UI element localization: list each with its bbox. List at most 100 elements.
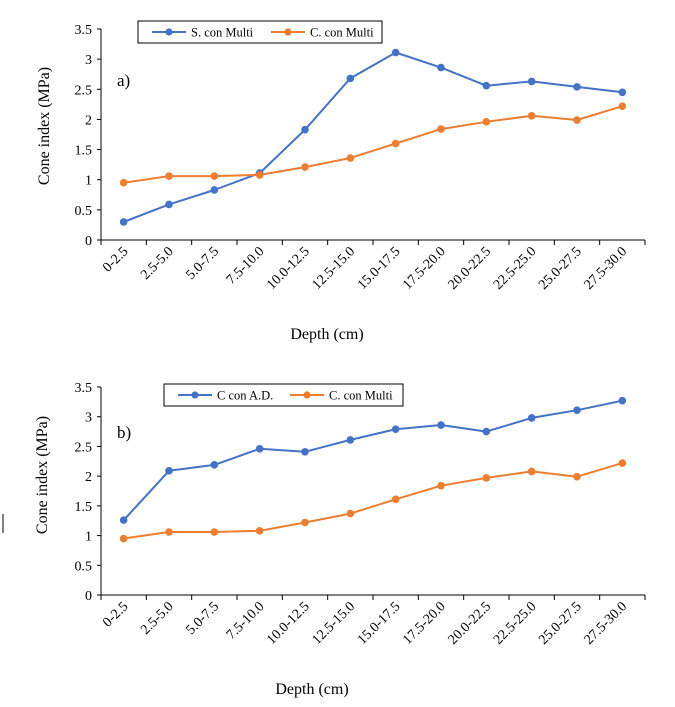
y-tick-label: 0	[85, 589, 92, 604]
x-tick-label: 15.0-17.5	[355, 244, 404, 293]
series-line-2	[123, 105, 623, 184]
y-tick-label: 3.5	[75, 381, 93, 396]
chart-panel-b: Cone index (MPa) Depth (cm) b) C con A.D…	[34, 381, 646, 698]
y-tick-label: 3.5	[75, 23, 93, 38]
data-point	[301, 163, 309, 171]
data-point	[165, 200, 173, 209]
legend-entry-2: C. con Multi	[310, 26, 374, 40]
data-point	[618, 459, 627, 467]
legend-box	[163, 383, 404, 407]
data-point	[391, 425, 400, 433]
x-tick-label: 10.0-12.5	[264, 599, 313, 648]
data-point	[437, 63, 445, 72]
y-tick-label: 3	[85, 53, 92, 68]
x-tick-label: 20.0-22.5	[446, 599, 495, 648]
x-tick-label: 17.5-20.0	[400, 599, 449, 648]
y-tick-label: 1	[85, 530, 92, 545]
data-point	[210, 186, 219, 194]
legend: C con A.D. C. con Multi	[163, 383, 404, 407]
data-point	[573, 116, 581, 124]
x-tick-label: 2.5-5.0	[138, 244, 177, 283]
y-tick-label: 2.5	[75, 83, 93, 98]
legend-entry-1: C con A.D.	[217, 389, 273, 403]
data-point	[346, 74, 355, 83]
data-point	[391, 139, 400, 148]
x-tick-label: 12.5-15.0	[310, 599, 359, 648]
data-point	[618, 102, 627, 110]
x-tick-label: 0-2.5	[100, 599, 131, 630]
data-point	[618, 88, 627, 97]
x-axis-label: Depth (cm)	[290, 326, 363, 343]
data-point	[165, 172, 173, 180]
y-tick-label: 0.5	[75, 559, 93, 574]
legend-entry-1: S. con Multi	[191, 26, 254, 40]
data-point	[482, 474, 491, 482]
x-tick-label: 2.5-5.0	[138, 599, 177, 638]
y-tick-label: 2	[85, 113, 92, 128]
x-tick-label: 0-2.5	[100, 244, 131, 275]
data-point	[482, 427, 491, 436]
x-tick-label: 20.0-22.5	[446, 244, 495, 293]
data-point	[301, 518, 309, 527]
y-tick-label: 1.5	[75, 144, 93, 159]
data-point	[482, 118, 491, 126]
y-tick-label: 0	[85, 234, 92, 249]
y-tick-label: 1.5	[75, 500, 93, 515]
data-point	[482, 81, 491, 90]
series-line-1	[122, 399, 623, 521]
chart-panel-a: Cone index (MPa) Depth (cm) a) S. con Mu…	[36, 20, 646, 343]
data-point	[437, 421, 445, 429]
data-point	[391, 48, 400, 57]
legend-marker-1	[165, 28, 173, 36]
data-point	[391, 495, 400, 504]
data-point	[573, 472, 581, 481]
data-point	[210, 528, 219, 536]
series-line-1	[123, 51, 623, 223]
x-axis-label: Depth (cm)	[275, 681, 348, 698]
panel-label: b)	[117, 423, 131, 442]
y-tick-label: 0.5	[75, 204, 93, 219]
legend-marker-2	[303, 391, 311, 399]
data-point	[119, 178, 128, 187]
x-tick-label: 25.0-27.5	[536, 244, 585, 293]
x-tick-label: 17.5-20.0	[400, 244, 449, 293]
x-tick-label: 7.5-10.0	[224, 244, 268, 288]
data-point	[119, 516, 128, 524]
data-point	[346, 509, 355, 518]
data-point	[573, 406, 581, 414]
legend-marker-1	[191, 391, 199, 399]
data-point	[255, 171, 264, 179]
data-point	[346, 154, 355, 162]
x-tick-label: 15.0-17.5	[355, 599, 404, 648]
y-axis-label: Cone index (MPa)	[34, 416, 51, 534]
data-point	[210, 461, 219, 469]
y-axis-label: Cone index (MPa)	[36, 67, 53, 185]
data-point	[437, 125, 445, 133]
data-point	[119, 218, 128, 226]
x-tick-label: 22.5-25.0	[491, 599, 540, 648]
x-tick-label: 7.5-10.0	[224, 599, 268, 643]
x-tick-label: 5.0-7.5	[184, 244, 223, 283]
data-point	[573, 83, 581, 91]
y-tick-label: 1	[85, 174, 92, 189]
data-point	[618, 396, 627, 405]
data-point	[437, 481, 445, 490]
data-point	[119, 534, 128, 543]
data-point	[301, 447, 309, 456]
data-point	[301, 125, 309, 134]
x-tick-label: 22.5-25.0	[491, 244, 540, 293]
data-point	[255, 445, 264, 453]
data-point	[527, 77, 536, 86]
data-point	[210, 172, 219, 180]
legend-entry-2: C. con Multi	[329, 389, 393, 403]
data-point	[165, 466, 173, 475]
data-point	[527, 467, 536, 476]
y-tick-label: 2	[85, 470, 92, 485]
x-tick-label: 25.0-27.5	[536, 599, 585, 648]
data-point	[527, 414, 536, 422]
legend-box	[137, 20, 383, 44]
legend: S. con Multi C. con Multi	[137, 20, 383, 44]
data-point	[346, 436, 355, 444]
data-point	[255, 527, 264, 535]
y-tick-label: 3	[85, 411, 92, 426]
